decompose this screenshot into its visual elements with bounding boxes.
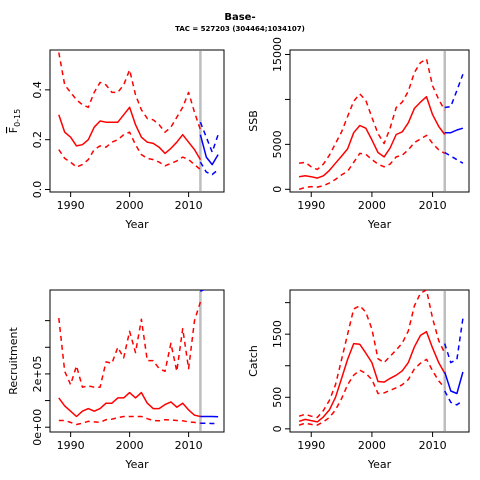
y-axis-title: SSB [247, 110, 260, 132]
x-axis-title: Year [367, 458, 392, 471]
x-tick-label: 1990 [297, 199, 325, 212]
panel-fbar: 1990 2000 2010 0.0 0.2 0.4 Year F0-15 [7, 49, 225, 231]
x-tick-label: 2010 [419, 439, 447, 452]
historic-median-line [58, 106, 202, 160]
y-tick-label: 0e+00 [31, 409, 44, 446]
y-tick-label: 0.2 [31, 131, 44, 149]
y-tick-label: 5000 [271, 130, 284, 158]
series-group [58, 290, 219, 426]
x-tick-label: 2000 [358, 199, 386, 212]
panel-catch: 1990 2000 2010 0 500 1500 Year Catch [247, 289, 470, 471]
x-axis-title: Year [367, 218, 392, 231]
historic-upper-ci-line [298, 290, 446, 419]
y-axis-title-main: SSB [247, 110, 260, 132]
x-tick-label: 2010 [419, 199, 447, 212]
y-tick-label: 1500 [271, 320, 284, 348]
projection-lower-ci-line [444, 151, 464, 164]
x-tick-label: 1990 [57, 439, 85, 452]
y-axis-title: F0-15 [7, 109, 22, 133]
plot-frame [49, 49, 225, 193]
historic-upper-ci-line [58, 301, 202, 388]
figure-title: Base- [224, 12, 255, 23]
panel-ssb: 1990 2000 2010 0 5000 15000 Year SSB [247, 37, 470, 231]
y-tick-label: 0.4 [31, 81, 44, 99]
historic-median-line [298, 95, 446, 179]
projection-median-line [444, 127, 464, 134]
projection-median-line [199, 134, 219, 166]
y-tick-label: 0 [271, 186, 284, 193]
y-tick-label: 0 [271, 425, 284, 432]
y-axis-title: Recruitment [7, 327, 20, 395]
historic-lower-ci-line [58, 131, 201, 171]
y-axis-title: Catch [247, 345, 260, 377]
y-tick-label: 15000 [271, 37, 284, 72]
historic-median-line [298, 330, 446, 423]
plot-frame [289, 289, 470, 433]
projection-upper-ci-line [443, 318, 464, 364]
projection-lower-ci-line [444, 390, 464, 406]
historic-median-line [58, 391, 201, 418]
historic-upper-ci-line [298, 58, 446, 171]
historic-upper-ci-line [58, 52, 202, 133]
plot-frame [49, 289, 225, 433]
x-tick-label: 1990 [57, 199, 85, 212]
x-tick-label: 2000 [116, 199, 144, 212]
x-tick-label: 1990 [297, 439, 325, 452]
x-axis-title: Year [124, 458, 149, 471]
y-tick-label: 2e+05 [31, 355, 44, 392]
series-group [58, 52, 219, 176]
historic-lower-ci-line [298, 358, 446, 426]
y-axis-title-main: Catch [247, 345, 260, 377]
y-tick-label: 500 [271, 387, 284, 408]
panel-recruitment: 1990 2000 2010 0e+00 2e+05 Year Recruitment [7, 289, 225, 471]
x-tick-label: 2010 [175, 439, 203, 452]
figure-subtitle: TAC = 527203 (304464;1034107) [175, 25, 305, 33]
x-axis-title: Year [124, 218, 149, 231]
historic-lower-ci-line [58, 415, 201, 426]
plot-frame [289, 49, 470, 193]
series-group [298, 58, 464, 191]
x-tick-label: 2000 [358, 439, 386, 452]
projection-median-line [443, 371, 464, 395]
y-axis-title-main: F [7, 127, 20, 133]
projection-lower-ci-line [199, 161, 219, 176]
projection-upper-ci-line [444, 74, 464, 109]
x-tick-label: 2010 [175, 199, 203, 212]
x-tick-label: 2000 [116, 439, 144, 452]
y-tick-label: 0.0 [31, 181, 44, 199]
series-group [298, 290, 464, 426]
y-axis-title-subscript: 0-15 [13, 109, 22, 127]
y-axis-title-main: Recruitment [7, 327, 20, 395]
historic-lower-ci-line [298, 134, 446, 191]
